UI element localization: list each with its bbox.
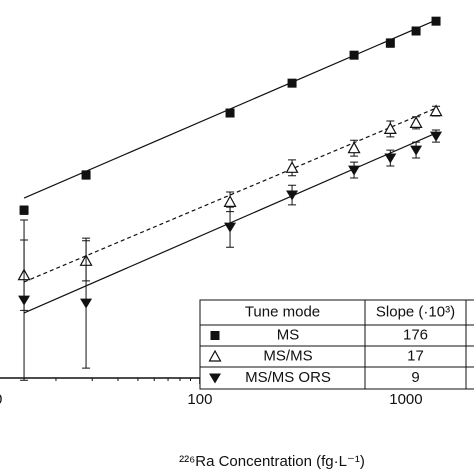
marker <box>208 349 222 362</box>
x-axis-label: ²²⁶Ra Concentration (fg·L⁻¹) <box>179 453 365 470</box>
marker <box>411 26 421 36</box>
marker <box>384 153 397 164</box>
legend-label: MS <box>277 326 300 343</box>
marker <box>410 145 423 156</box>
slope-value: 9 <box>411 369 419 386</box>
marker <box>429 104 443 117</box>
legend-table <box>199 299 474 390</box>
marker <box>349 50 359 60</box>
marker <box>431 16 441 26</box>
marker <box>18 295 31 306</box>
table-header: Slope (·10³) <box>376 303 455 320</box>
marker <box>225 108 235 118</box>
marker <box>286 190 299 201</box>
marker <box>210 331 220 340</box>
marker <box>80 298 93 309</box>
marker <box>19 205 29 215</box>
legend-label: MS/MS ORS <box>245 369 331 386</box>
x-tick-label: 10 <box>0 391 2 408</box>
marker <box>224 222 237 233</box>
marker <box>347 141 361 154</box>
marker <box>430 131 443 142</box>
slope-value: 17 <box>407 347 424 364</box>
marker <box>348 165 361 176</box>
fit-line <box>23 107 437 283</box>
x-tick-label: 1000 <box>389 391 422 408</box>
marker <box>285 161 299 173</box>
marker <box>81 170 91 180</box>
marker <box>383 122 397 134</box>
marker <box>209 373 221 384</box>
table-header: Tune mode <box>245 303 320 320</box>
legend-label: MS/MS <box>263 347 312 364</box>
slope-value: 176 <box>403 326 428 343</box>
marker <box>223 195 237 207</box>
x-tick-label: 100 <box>187 391 212 408</box>
marker <box>287 78 297 88</box>
marker <box>385 38 395 48</box>
marker <box>409 116 423 128</box>
